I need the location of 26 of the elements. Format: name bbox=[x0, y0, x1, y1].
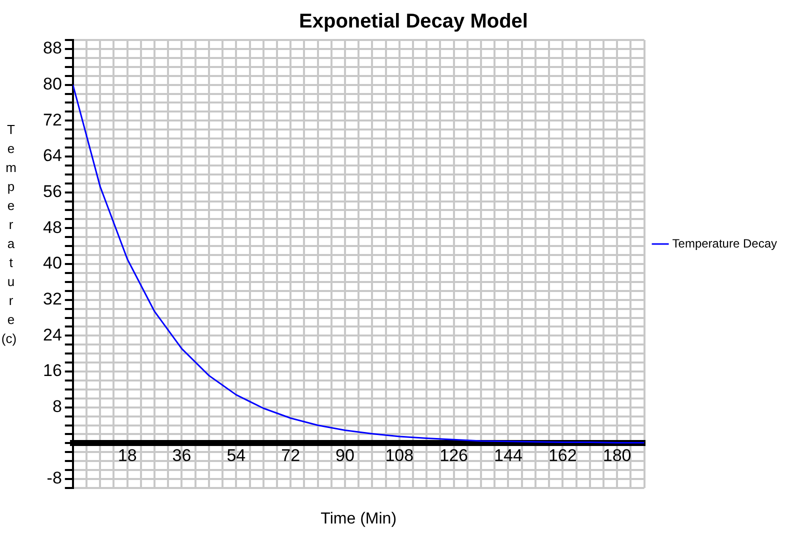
y-tick-label: 64 bbox=[42, 146, 62, 166]
y-tick-label: 32 bbox=[42, 290, 62, 309]
x-tick-label: 126 bbox=[440, 446, 468, 466]
y-tick-label: 88 bbox=[42, 38, 62, 58]
x-tick-label: 180 bbox=[602, 446, 632, 466]
x-tick-label: 36 bbox=[172, 446, 192, 466]
text: Temperature (c) bbox=[1, 122, 17, 346]
x-tick-label: 108 bbox=[385, 446, 414, 466]
y-tick-label: 40 bbox=[42, 254, 62, 273]
chart-title: Exponetial Decay Model bbox=[299, 10, 528, 33]
legend-label: Temperature Decay bbox=[672, 236, 778, 250]
y-tick-label: 80 bbox=[42, 74, 62, 94]
y-tick-label: -8 bbox=[46, 468, 62, 488]
x-tick-label: 144 bbox=[494, 446, 522, 466]
y-tick-label: 24 bbox=[42, 325, 62, 344]
x-tick-label: 18 bbox=[118, 446, 137, 466]
y-tick-label: 72 bbox=[42, 110, 62, 130]
x-tick-label: 72 bbox=[281, 446, 300, 466]
x-tick-label: 90 bbox=[336, 446, 354, 466]
y-tick-label: 16 bbox=[42, 361, 62, 380]
y-tick-label: 56 bbox=[42, 182, 62, 202]
x-tick-label: 54 bbox=[226, 446, 246, 466]
y-tick-label: 8 bbox=[52, 397, 62, 416]
x-axis-title: Time (Min) bbox=[320, 510, 397, 528]
y-tick-label: 48 bbox=[42, 218, 62, 237]
x-tick-label: 162 bbox=[548, 446, 577, 466]
